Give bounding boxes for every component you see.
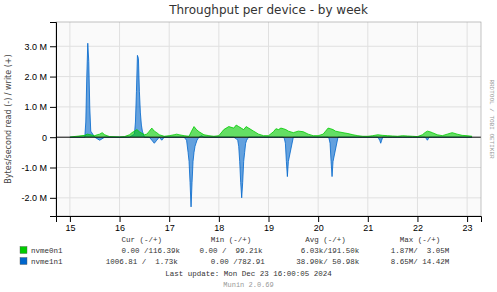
y-tick-label: -1.0 M — [21, 163, 47, 173]
grid-line-y — [56, 76, 481, 77]
legend-entry: nvme0n1 — [31, 247, 63, 255]
y-tick-mark — [50, 168, 56, 169]
zero-line — [56, 137, 481, 138]
y-tick-label: 0 — [42, 133, 47, 143]
x-tick: 23 — [463, 216, 473, 233]
y-tick: 3.0 M — [24, 42, 56, 52]
grid-line-x — [367, 22, 368, 216]
grid-line-y — [56, 106, 481, 107]
grid — [56, 22, 481, 216]
y-tick: 1.0 M — [24, 102, 56, 112]
x-tick-label: 19 — [264, 223, 274, 233]
x-tick-mark — [467, 216, 468, 222]
y-tick-label: 2.0 M — [24, 72, 47, 82]
last-update: Last update: Mon Dec 23 16:00:05 2024 — [165, 270, 332, 278]
y-tick: -1.0 M — [21, 163, 56, 173]
x-tick-mark — [219, 216, 220, 222]
x-tick-label: 20 — [314, 223, 324, 233]
x-tick-mark — [70, 216, 71, 222]
legend-swatch — [20, 258, 27, 265]
area — [70, 43, 472, 207]
line — [70, 125, 472, 137]
line — [70, 43, 472, 207]
y-tick-mark — [50, 77, 56, 78]
x-tick-mark — [318, 216, 319, 222]
x-tick-label: 18 — [214, 223, 224, 233]
title: Throughput per device - by week — [168, 3, 368, 17]
legend-header: Cur (-/+) — [121, 236, 162, 244]
legend-value: 8.65M/ 14.42M — [391, 258, 450, 266]
y-tick-mark — [50, 198, 56, 199]
axis-domain — [57, 217, 482, 223]
y-tick-label: -2.0 M — [21, 193, 47, 203]
y-axis-label: Bytes/second read (-) / write (+) — [4, 54, 13, 183]
x-tick-label: 16 — [115, 223, 125, 233]
x-tick-mark — [169, 216, 170, 222]
x-tick: 15 — [65, 216, 75, 233]
x-tick-mark — [368, 216, 369, 222]
version-label: Munin 2.0.69 — [223, 281, 273, 289]
axis-domain — [50, 23, 57, 217]
y-tick: 0 — [42, 133, 56, 143]
x-tick: 21 — [363, 216, 373, 233]
y-tick-label: 1.0 M — [24, 102, 47, 112]
legend-header: Max (-/+) — [400, 236, 441, 244]
legend-value: 6.03k/191.50k — [292, 247, 360, 255]
y-tick: -2.0 M — [21, 193, 56, 203]
x-tick: 19 — [264, 216, 274, 233]
grid-line-y — [56, 46, 481, 47]
grid-line-y — [56, 197, 481, 198]
y-tick-mark — [50, 107, 56, 108]
x-tick-label: 15 — [65, 223, 75, 233]
legend-value: 0.00 /782.91 — [197, 258, 265, 266]
x-tick-label: 21 — [363, 223, 373, 233]
x-tick-label: 23 — [463, 223, 473, 233]
grid-line-x — [318, 22, 319, 216]
x-tick-mark — [417, 216, 418, 222]
x-tick: 22 — [413, 216, 423, 233]
grid-line-x — [69, 22, 70, 216]
x-tick-label: 17 — [165, 223, 175, 233]
plot-area — [70, 43, 472, 207]
legend-entry: nvme1n1 — [31, 258, 63, 266]
x-tick-mark — [120, 216, 121, 222]
legend-swatch — [20, 247, 27, 254]
legend-value: 38.90k/ 50.98k — [292, 258, 360, 266]
y-axis: -2.0 M -1.0 M 0 1.0 M 2.0 M 3.0 M — [21, 23, 56, 217]
chart-container: 15 16 17 18 19 20 21 22 23 -2.0 M -1.0 M 0 1.0 M 2.0 … — [0, 0, 497, 292]
y-tick: 2.0 M — [24, 72, 56, 82]
chart-svg: 15 16 17 18 19 20 21 22 23 -2.0 M -1.0 M 0 1.0 M 2.0 … — [0, 0, 497, 292]
x-tick: 18 — [214, 216, 224, 233]
grid-line-x — [119, 22, 120, 216]
legend-value: 1006.81 / 1.73k — [106, 258, 179, 266]
legend-value: 0.00 /116.39k — [103, 247, 180, 255]
x-tick-mark — [269, 216, 270, 222]
plot-frame — [56, 22, 481, 216]
y-tick-mark — [50, 137, 56, 138]
side-label: RRDTOOL / TOBI OETIKER — [488, 79, 495, 159]
x-tick: 16 — [115, 216, 125, 233]
grid-line-y — [56, 167, 481, 168]
y-tick-mark — [50, 46, 56, 47]
area — [70, 125, 472, 137]
legend-value: 1.87M/ 3.05M — [391, 247, 450, 255]
x-tick-label: 22 — [413, 223, 423, 233]
plot-background — [56, 22, 481, 216]
x-tick: 20 — [314, 216, 324, 233]
legend-value: 0.00 / 99.21k — [200, 247, 264, 255]
grid-line-x — [417, 22, 418, 216]
grid-line-x — [467, 22, 468, 216]
grid-line-x — [268, 22, 269, 216]
x-tick: 17 — [165, 216, 175, 233]
grid-line-x — [169, 22, 170, 216]
y-tick-label: 3.0 M — [24, 42, 47, 52]
x-axis: 15 16 17 18 19 20 21 22 23 — [57, 216, 482, 233]
grid-line-x — [218, 22, 219, 216]
legend-header: Min (-/+) — [211, 236, 252, 244]
legend-header: Avg (-/+) — [305, 236, 346, 244]
